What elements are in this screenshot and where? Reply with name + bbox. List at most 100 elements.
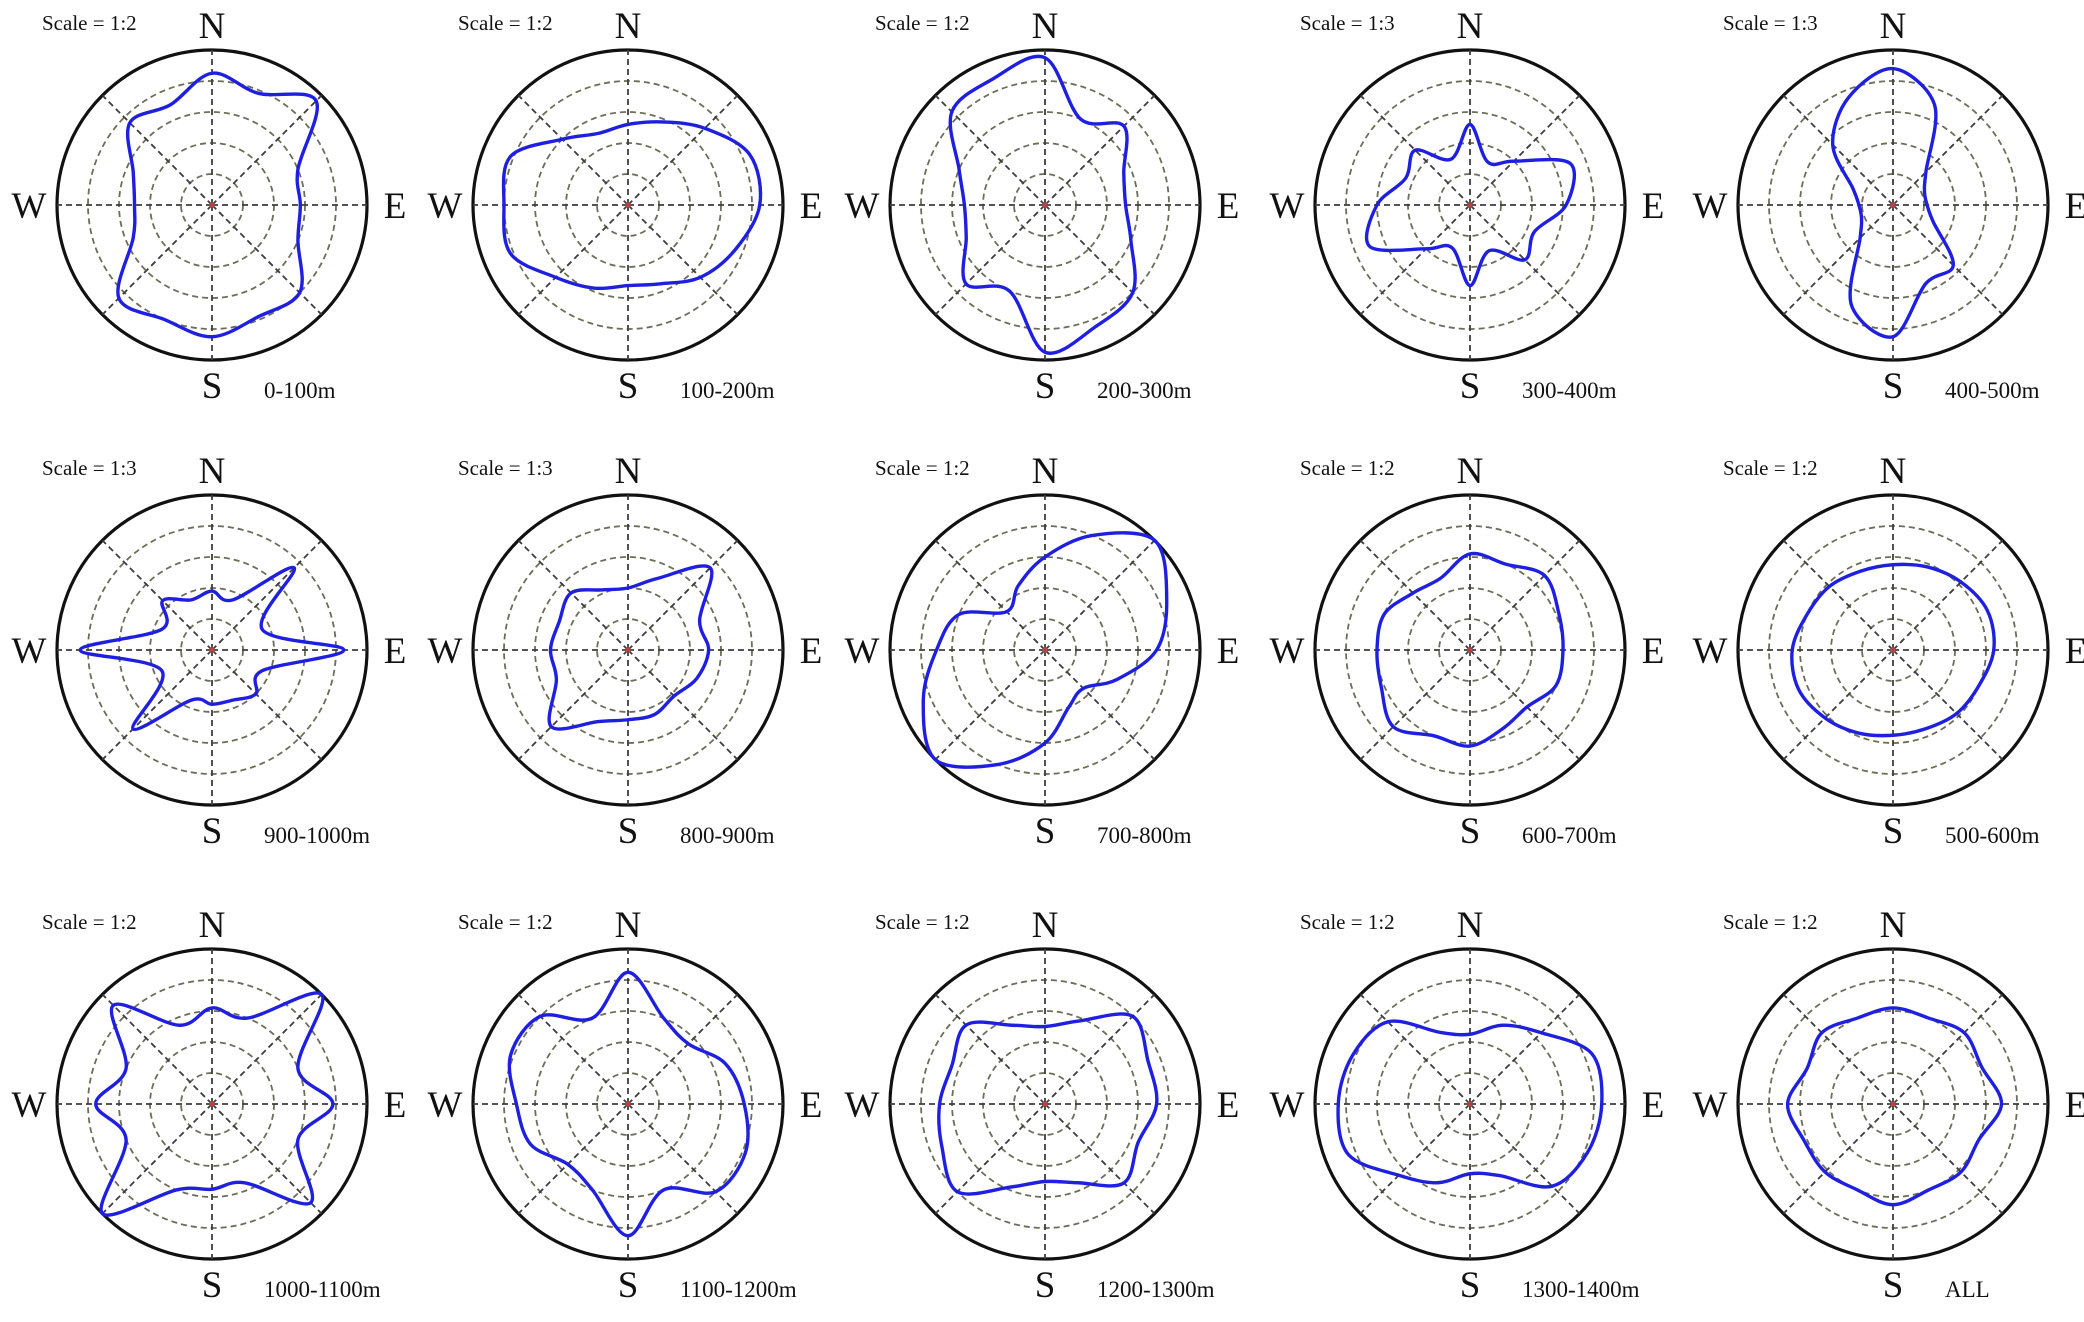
grid-spoke <box>627 539 739 651</box>
direction-label-w: W <box>12 186 47 227</box>
grid-spoke <box>934 1103 1046 1215</box>
grid-spoke <box>627 94 739 206</box>
distribution-curve <box>116 71 320 339</box>
grid-spoke <box>1782 204 1894 316</box>
direction-label-w: W <box>1693 631 1728 672</box>
grid-spoke <box>101 539 213 651</box>
direction-label-w: W <box>845 631 880 672</box>
polar-chart-ALL: N E S W Scale = 1:2 ALL <box>1693 905 2084 1306</box>
range-label: 800-900m <box>680 823 775 848</box>
grid-spoke <box>627 993 739 1105</box>
scale-label: Scale = 1:3 <box>1723 11 1818 35</box>
distribution-curve <box>507 970 750 1238</box>
grid-spoke <box>934 993 1046 1105</box>
grid-spoke <box>101 649 213 761</box>
grid-spoke <box>934 204 1046 316</box>
scale-label: Scale = 1:2 <box>1300 910 1395 934</box>
polar-chart-1300-1400m: N E S W Scale = 1:2 1300-1400m <box>1270 905 1665 1306</box>
range-label: 0-100m <box>264 378 336 403</box>
polar-chart-100-200m: N E S W Scale = 1:2 100-200m <box>428 6 823 407</box>
center-point <box>625 647 631 653</box>
distribution-curve <box>1364 122 1577 288</box>
grid-spoke <box>1044 649 1156 761</box>
direction-label-e: E <box>800 186 823 227</box>
direction-label-n: N <box>199 905 226 946</box>
grid-spoke <box>1359 204 1471 316</box>
distribution-curve <box>1790 562 1996 738</box>
grid-spoke <box>1782 539 1894 651</box>
center-point <box>625 1101 631 1107</box>
direction-label-s: S <box>202 811 223 852</box>
center-point <box>209 202 215 208</box>
center-point <box>1042 202 1048 208</box>
grid-spoke <box>517 94 629 206</box>
direction-label-e: E <box>2065 1085 2084 1126</box>
direction-label-n: N <box>1032 451 1059 492</box>
grid-spoke <box>934 94 1046 206</box>
polar-chart-300-400m: N E S W Scale = 1:3 300-400m <box>1270 6 1665 407</box>
grid-spoke <box>211 539 323 651</box>
direction-label-n: N <box>1457 905 1484 946</box>
direction-label-w: W <box>428 631 463 672</box>
grid-spoke <box>211 649 323 761</box>
grid-spoke <box>627 1103 739 1215</box>
grid-spoke <box>101 1103 213 1215</box>
grid-spoke <box>517 1103 629 1215</box>
distribution-curve <box>1375 551 1565 748</box>
scale-label: Scale = 1:2 <box>1723 910 1818 934</box>
range-label: 300-400m <box>1522 378 1617 403</box>
distribution-curve <box>547 564 714 731</box>
polar-chart-900-1000m: N E S W Scale = 1:3 900-1000m <box>12 451 407 852</box>
scale-label: Scale = 1:2 <box>1723 456 1818 480</box>
grid-spoke <box>1359 993 1471 1105</box>
direction-label-e: E <box>2065 186 2084 227</box>
direction-label-w: W <box>1270 631 1305 672</box>
grid-spoke <box>1782 94 1894 206</box>
direction-label-s: S <box>1883 1265 1904 1306</box>
direction-label-n: N <box>1032 6 1059 47</box>
grid-spoke <box>1469 539 1581 651</box>
center-point <box>1467 1101 1473 1107</box>
direction-label-e: E <box>1217 1085 1240 1126</box>
grid-spoke <box>1044 94 1156 206</box>
direction-label-e: E <box>800 631 823 672</box>
grid-spoke <box>1469 204 1581 316</box>
scale-label: Scale = 1:2 <box>458 11 553 35</box>
direction-label-w: W <box>12 1085 47 1126</box>
polar-chart-0-100m: N E S W Scale = 1:2 0-100m <box>12 6 407 407</box>
scale-label: Scale = 1:2 <box>875 11 970 35</box>
polar-chart-200-300m: N E S W Scale = 1:2 200-300m <box>845 6 1240 407</box>
center-point <box>209 1101 215 1107</box>
grid-spoke <box>1044 1103 1156 1215</box>
distribution-curve <box>1336 1019 1604 1189</box>
scale-label: Scale = 1:2 <box>1300 456 1395 480</box>
direction-label-w: W <box>1693 1085 1728 1126</box>
grid-spoke <box>211 993 323 1105</box>
polar-chart-400-500m: N E S W Scale = 1:3 400-500m <box>1693 6 2084 407</box>
center-point <box>625 202 631 208</box>
distribution-curve <box>937 1012 1159 1196</box>
direction-label-s: S <box>1035 811 1056 852</box>
direction-label-e: E <box>1217 186 1240 227</box>
grid-spoke <box>211 1103 323 1215</box>
grid-spoke <box>1359 539 1471 651</box>
grid-spoke <box>1782 649 1894 761</box>
direction-label-e: E <box>384 631 407 672</box>
polar-chart-500-600m: N E S W Scale = 1:2 500-600m <box>1693 451 2084 852</box>
direction-label-n: N <box>1457 451 1484 492</box>
direction-label-n: N <box>1032 905 1059 946</box>
grid-spoke <box>1469 993 1581 1105</box>
range-label: 1000-1100m <box>264 1277 381 1302</box>
range-label: 1200-1300m <box>1097 1277 1215 1302</box>
scale-label: Scale = 1:2 <box>875 456 970 480</box>
scale-label: Scale = 1:3 <box>42 456 137 480</box>
grid-spoke <box>1359 649 1471 761</box>
grid-spoke <box>1892 204 2004 316</box>
direction-label-s: S <box>1460 1265 1481 1306</box>
grid-spoke <box>1892 539 2004 651</box>
direction-label-n: N <box>1880 6 1907 47</box>
grid-spoke <box>1044 204 1156 316</box>
grid-spoke <box>101 94 213 206</box>
grid-spoke <box>1469 1103 1581 1215</box>
